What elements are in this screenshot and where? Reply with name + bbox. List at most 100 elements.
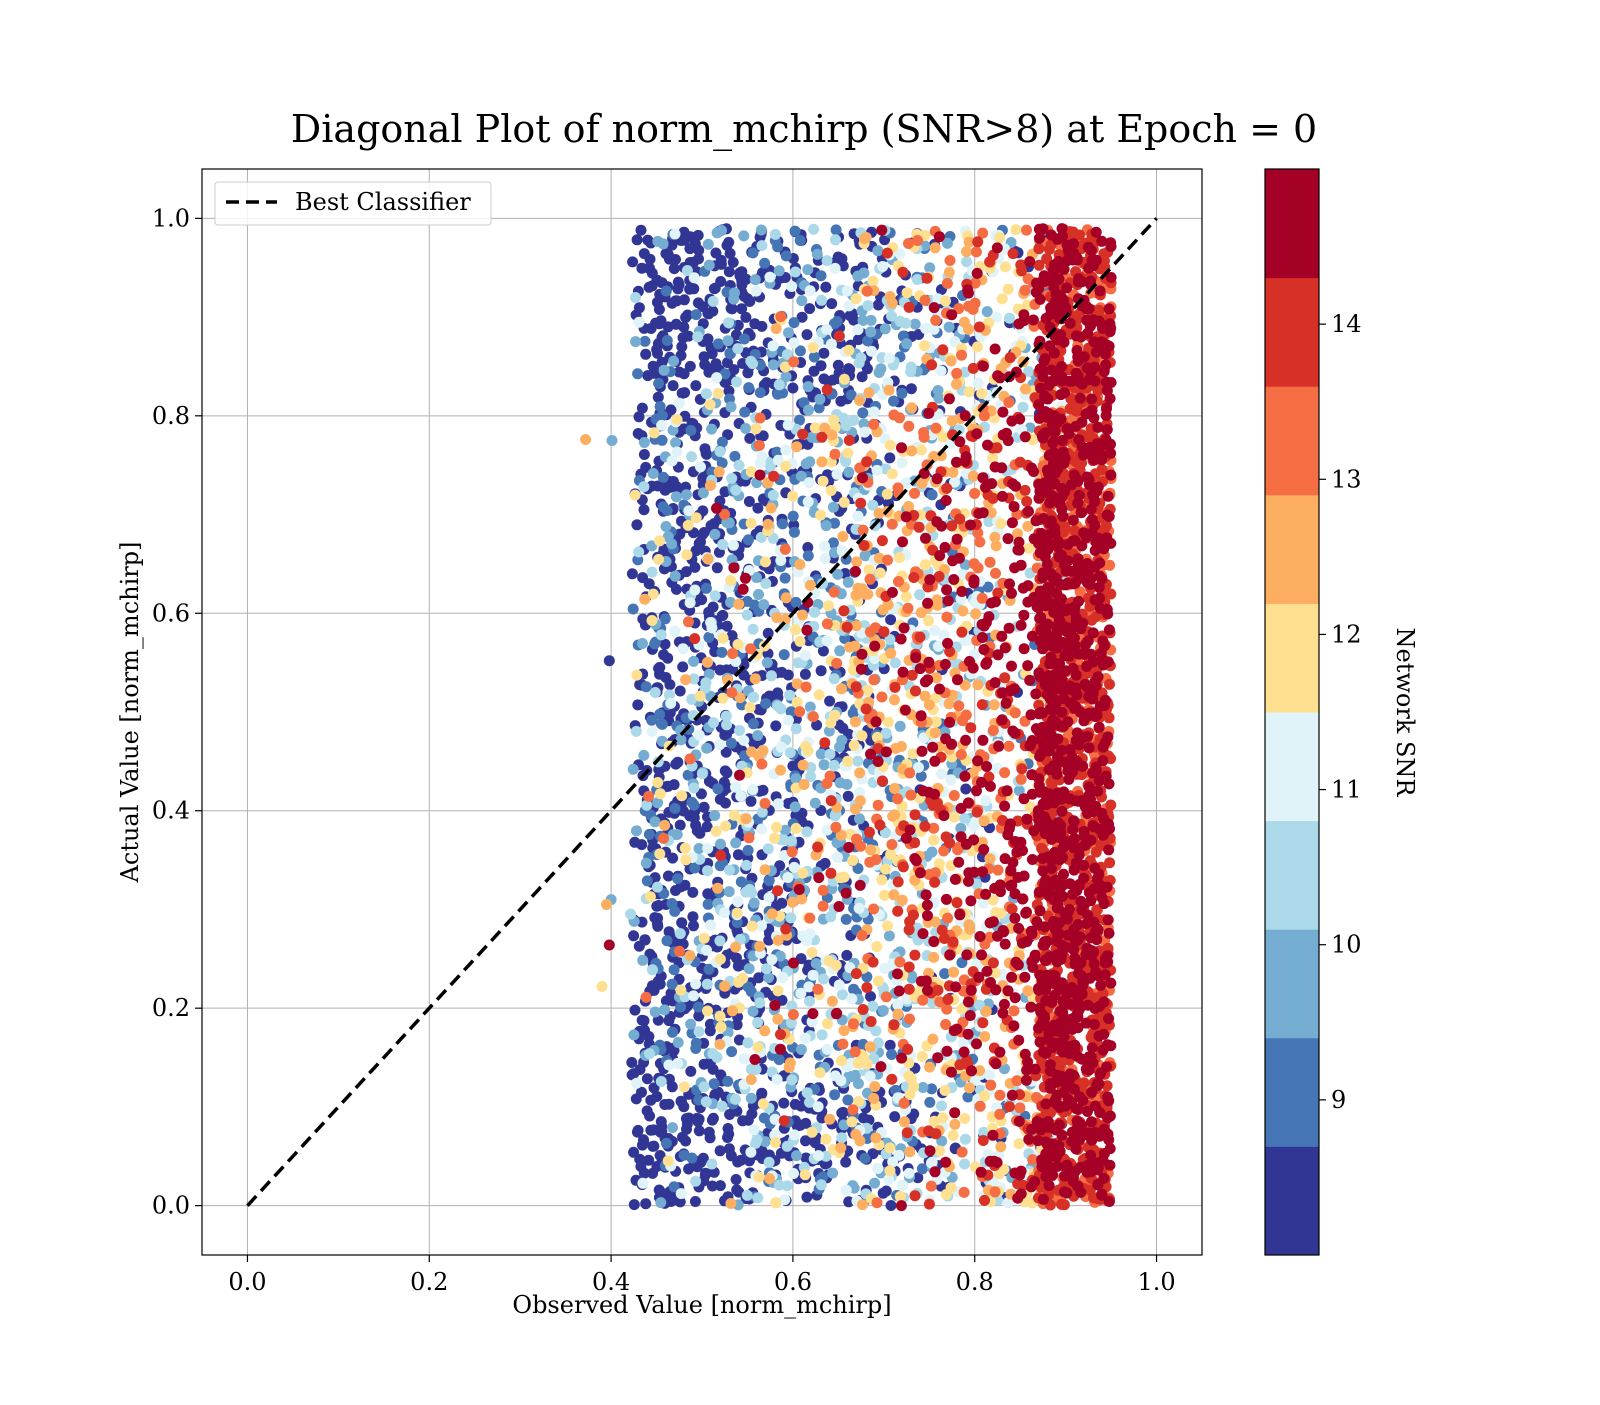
scatter-point xyxy=(924,1062,935,1073)
scatter-point xyxy=(703,632,714,643)
scatter-point xyxy=(737,973,748,984)
scatter-point xyxy=(770,1197,781,1208)
scatter-point xyxy=(685,597,696,608)
scatter-point xyxy=(974,322,985,333)
scatter-point xyxy=(787,491,798,502)
scatter-point xyxy=(805,928,816,939)
scatter-point xyxy=(788,1168,799,1179)
scatter-point xyxy=(897,895,908,906)
scatter-point xyxy=(865,844,876,855)
scatter-point xyxy=(831,960,842,971)
scatter-point xyxy=(739,1053,750,1064)
scatter-point xyxy=(945,774,956,785)
scatter-point xyxy=(837,723,848,734)
scatter-point xyxy=(808,224,819,235)
scatter-point xyxy=(924,1199,935,1210)
scatter-point xyxy=(746,1074,757,1085)
scatter-point xyxy=(864,564,875,575)
scatter-point xyxy=(842,622,853,633)
scatter-point xyxy=(668,380,679,391)
scatter-point xyxy=(753,1042,764,1053)
scatter-point xyxy=(984,256,995,267)
scatter-point xyxy=(927,489,938,500)
scatter-point xyxy=(732,343,743,354)
scatter-point xyxy=(914,589,925,600)
scatter-point xyxy=(886,311,897,322)
scatter-point xyxy=(768,471,779,482)
scatter-point xyxy=(871,941,882,952)
scatter-point xyxy=(709,283,720,294)
scatter-point xyxy=(783,420,794,431)
scatter-point xyxy=(824,1114,835,1125)
scatter-point xyxy=(734,725,745,736)
scatter-point xyxy=(674,946,685,957)
scatter-point xyxy=(796,295,807,306)
scatter-point xyxy=(888,396,899,407)
scatter-point xyxy=(821,324,832,335)
scatter-point xyxy=(818,901,829,912)
scatter-point xyxy=(837,531,848,542)
scatter-point xyxy=(924,1097,935,1108)
scatter-point xyxy=(675,820,686,831)
scatter-point xyxy=(980,795,991,806)
scatter-point xyxy=(704,260,715,271)
scatter-point xyxy=(945,255,956,266)
scatter-point xyxy=(889,1111,900,1122)
scatter-point xyxy=(580,434,591,445)
scatter-point xyxy=(650,816,661,827)
scatter-point xyxy=(791,597,802,608)
scatter-point xyxy=(877,776,888,787)
scatter-point xyxy=(830,449,841,460)
scatter-point xyxy=(647,615,658,626)
scatter-point xyxy=(782,1141,793,1152)
scatter-point xyxy=(630,292,641,303)
scatter-point xyxy=(726,687,737,698)
scatter-point xyxy=(732,1157,743,1168)
scatter-point xyxy=(818,885,829,896)
scatter-point xyxy=(836,683,847,694)
scatter-point xyxy=(705,617,716,628)
scatter-point xyxy=(972,236,983,247)
scatter-point xyxy=(604,655,615,666)
scatter-point xyxy=(685,1066,696,1077)
scatter-point xyxy=(872,1163,883,1174)
scatter-point xyxy=(829,1089,840,1100)
scatter-point xyxy=(1018,402,1029,413)
scatter-point xyxy=(875,568,886,579)
scatter-point xyxy=(979,1091,990,1102)
scatter-point xyxy=(999,767,1010,778)
scatter-point xyxy=(821,1134,832,1145)
scatter-point xyxy=(766,503,777,514)
scatter-point xyxy=(713,388,724,399)
scatter-point xyxy=(747,358,758,369)
scatter-point xyxy=(725,1198,736,1209)
scatter-point xyxy=(783,327,794,338)
scatter-point xyxy=(741,813,752,824)
scatter-point xyxy=(879,890,890,901)
scatter-point xyxy=(667,455,678,466)
scatter-point xyxy=(791,723,802,734)
scatter-point xyxy=(991,540,1002,551)
scatter-point xyxy=(818,476,829,487)
scatter-point xyxy=(770,1137,781,1148)
scatter-point xyxy=(681,566,692,577)
scatter-point xyxy=(801,458,812,469)
scatter-point xyxy=(869,1178,880,1189)
scatter-point xyxy=(942,913,953,924)
scatter-point xyxy=(708,296,719,307)
scatter-point xyxy=(716,1022,727,1033)
scatter-point xyxy=(664,679,675,690)
scatter-point xyxy=(679,1081,690,1092)
scatter-point xyxy=(746,1064,757,1075)
scatter-point xyxy=(964,1082,975,1093)
scatter-point xyxy=(951,379,962,390)
scatter-point xyxy=(645,891,656,902)
scatter-point xyxy=(762,657,773,668)
scatter-point xyxy=(688,990,699,1001)
scatter-point xyxy=(815,510,826,521)
scatter-point xyxy=(774,379,785,390)
scatter-point xyxy=(702,1006,713,1017)
scatter-point xyxy=(721,711,732,722)
scatter-point xyxy=(928,835,939,846)
